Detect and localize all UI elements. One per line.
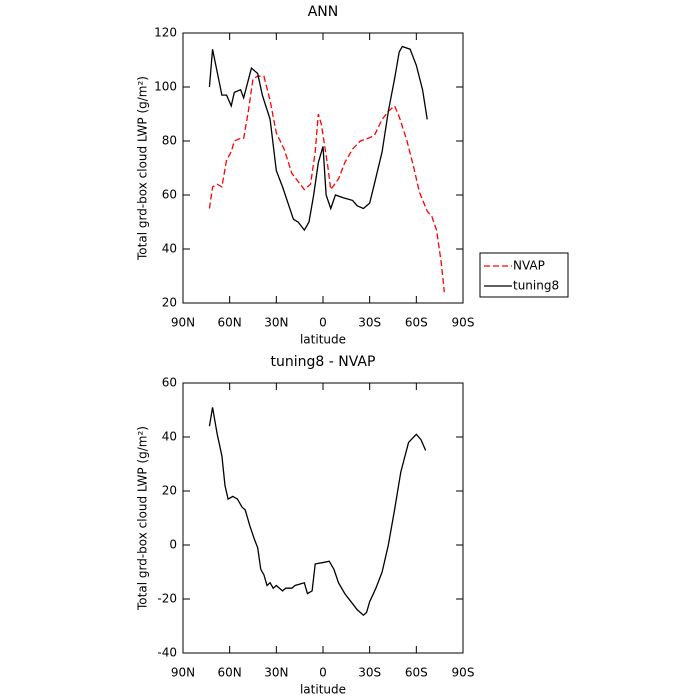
x-tick-label: 90S [452,666,475,680]
legend-label: tuning8 [513,279,559,293]
x-tick-label: 60S [405,666,428,680]
x-tick-label: 90S [452,316,475,330]
y-tick-label: 100 [154,80,177,94]
legend-box [479,252,569,298]
chart-title: tuning8 - NVAP [271,354,376,370]
plot-frame [182,32,464,304]
x-tick-label: 90N [171,666,195,680]
y-tick-label: 80 [162,134,177,148]
x-tick-label: 60S [405,316,428,330]
y-tick-label: -20 [157,592,177,606]
x-tick-label: 0 [319,666,327,680]
y-tick-label: 120 [154,26,177,40]
y-tick-label: 40 [162,242,177,256]
y-axis-label: Total grd-box cloud LWP (g/m²) [136,426,150,611]
y-tick-label: -40 [157,646,177,660]
x-tick-label: 90N [171,316,195,330]
y-tick-label: 40 [162,430,177,444]
legend-label: NVAP [513,259,545,273]
x-axis-label: latitude [300,683,346,697]
x-axis-label: latitude [300,333,346,347]
x-tick-label: 30N [264,666,288,680]
x-tick-label: 30S [358,316,381,330]
chart-title: ANN [308,4,339,20]
x-tick-label: 0 [319,316,327,330]
x-tick-label: 30S [358,666,381,680]
x-tick-label: 60N [218,666,242,680]
y-tick-label: 0 [169,538,177,552]
line [208,45,428,232]
y-tick-label: 20 [162,296,177,310]
y-tick-label: 20 [162,484,177,498]
y-axis-label: Total grd-box cloud LWP (g/m²) [136,76,150,261]
y-tick-label: 60 [162,188,177,202]
line [208,75,445,293]
x-tick-label: 60N [218,316,242,330]
y-tick-label: 60 [162,376,177,390]
plot-frame [182,382,464,654]
line [208,407,427,617]
x-tick-label: 30N [264,316,288,330]
